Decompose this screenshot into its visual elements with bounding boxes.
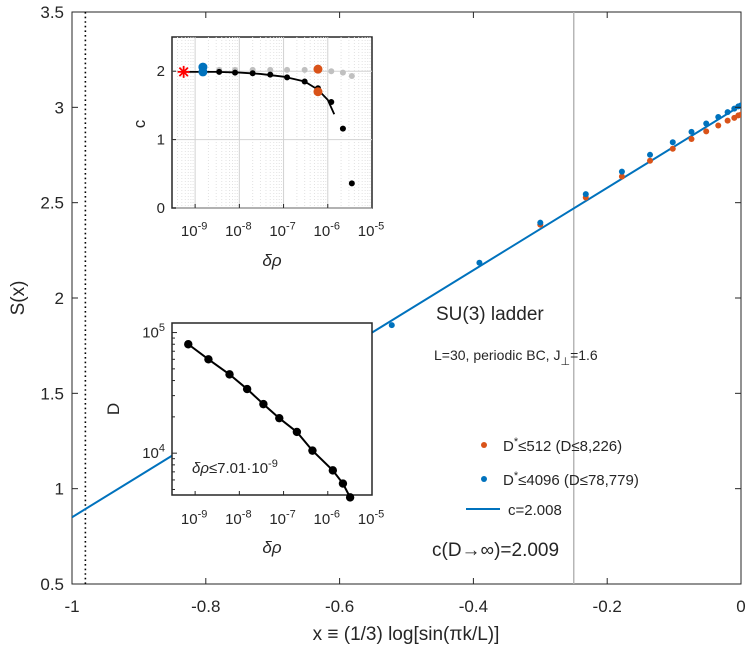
inset2-data-point: [225, 370, 234, 379]
inset1-data-point: [301, 78, 308, 85]
inset1-y-tick-label: 0: [157, 200, 165, 217]
inset1-data-point: [328, 98, 335, 105]
inset2-data-point: [275, 413, 284, 423]
legend-marker-blue: [481, 476, 487, 482]
data-point: [582, 191, 589, 198]
main-x-axis-label: x ≡ (1/3) log[sin(πk/L)]: [313, 624, 500, 645]
y-tick-label: 2: [55, 289, 64, 308]
data-point: [388, 322, 395, 329]
data-point: [724, 117, 731, 124]
inset1-data-point: [339, 69, 346, 76]
inset2-data-point: [328, 466, 338, 475]
inset1-data-point: [348, 72, 355, 79]
data-point: [703, 120, 710, 127]
inset2-x-tick-label: 10-5: [358, 508, 384, 528]
inset2-data-point: [259, 399, 268, 409]
inset1-data-point: [301, 66, 308, 73]
legend: D*≤512 (D≤8,226) D*≤4096 (D≤78,779) c=2.…: [466, 436, 639, 519]
legend-label-orange: D*≤512 (D≤8,226): [503, 436, 622, 455]
y-tick-label: 2.5: [40, 194, 64, 213]
inset1-data-point: [198, 67, 208, 77]
inset2-plot-area: [171, 322, 373, 496]
inset2-data-point: [338, 479, 348, 488]
data-point: [669, 139, 676, 146]
main-plot: -1 -0.8 -0.6 -0.4 -0.2 0 0.5 1 1.5 2 2.5 3 3.5 x ≡ …: [8, 3, 746, 645]
inset1-data-point: [216, 68, 223, 75]
inset2-data-point: [242, 384, 252, 394]
y-tick-label: 3: [55, 98, 64, 117]
main-y-axis-label: S(x): [8, 281, 29, 316]
extrapolated-c-annotation: c(D→∞)=2.009: [432, 540, 559, 561]
y-tick-label: 0.5: [40, 575, 64, 594]
inset1-data-point: [313, 64, 323, 74]
inset2-y-tick-label: 105: [142, 322, 165, 342]
inset1-x-axis-label: δρ: [262, 251, 281, 270]
inset2-x-tick-label: 10-9: [181, 508, 207, 528]
data-point: [715, 122, 722, 129]
legend-marker-orange: [481, 442, 487, 448]
legend-label-blue: D*≤4096 (D≤78,779): [503, 470, 639, 489]
inset1-data-point: [313, 87, 323, 97]
extrapolated-star-marker: [177, 65, 190, 78]
data-point: [738, 111, 741, 118]
inset1-data-point: [284, 66, 291, 73]
data-point: [647, 157, 654, 164]
y-tick-label: 1: [55, 480, 64, 499]
data-point: [476, 259, 483, 266]
data-point: [703, 128, 710, 135]
x-tick-label: -0.8: [191, 597, 220, 616]
inset1-y-tick-label: 2: [157, 63, 165, 80]
inset1-y-axis-label: c: [130, 119, 149, 128]
parameters-annotation: L=30, periodic BC, J⊥=1.6: [434, 347, 598, 368]
inset1-y-tick-label: 1: [157, 132, 165, 149]
inset1-data-point: [267, 66, 274, 73]
inset2-x-tick-label: 10-6: [314, 508, 340, 528]
data-point: [724, 109, 731, 116]
data-point: [618, 173, 625, 180]
data-point: [669, 145, 676, 152]
inset-c-vs-delta-rho: 10-9 10-8 10-7 10-6 10-5 0 1 2 δρ c: [130, 36, 384, 270]
inset1-x-tick-label: 10-6: [314, 220, 340, 240]
inset2-y-axis-label: D: [104, 403, 123, 415]
data-point: [715, 114, 722, 121]
x-tick-label: -0.6: [325, 597, 354, 616]
data-point: [537, 219, 544, 226]
inset1-x-tick-label: 10-9: [181, 220, 207, 240]
y-tick-label: 3.5: [40, 3, 64, 22]
inset1-x-tick-label: 10-7: [269, 220, 295, 240]
inset2-y-tick-label: 104: [142, 442, 165, 462]
inset1-data-point: [267, 71, 274, 78]
inset2-data-point: [204, 355, 213, 364]
inset1-x-tick-label: 10-8: [225, 220, 251, 240]
data-point: [647, 151, 654, 158]
inset2-x-axis-label: δρ: [262, 538, 281, 557]
inset1-data-point: [284, 74, 291, 81]
inset1-data-point: [232, 69, 239, 76]
y-tick-label: 1.5: [40, 384, 64, 403]
inset1-data-point: [348, 180, 355, 187]
inset2-data-point: [345, 493, 355, 502]
data-point: [688, 128, 695, 135]
inset2-x-tick-label: 10-7: [269, 508, 295, 528]
data-point: [618, 168, 625, 175]
inset2-data-point: [308, 446, 317, 455]
x-tick-label: 0: [736, 597, 745, 616]
legend-label-fit: c=2.008: [508, 502, 562, 519]
x-tick-label: -1: [64, 597, 79, 616]
inset1-x-tick-label: 10-5: [358, 220, 384, 240]
inset2-data-point: [292, 427, 302, 437]
x-tick-label: -0.4: [459, 597, 488, 616]
inset2-data-point: [184, 340, 193, 349]
inset1-plot-area: [171, 36, 373, 209]
inset1-data-point: [249, 70, 256, 77]
inset-D-vs-delta-rho: 10-9 10-8 10-7 10-6 10-5 104 105 δρ D δρ≤7.01…: [104, 322, 384, 557]
data-point: [688, 135, 695, 142]
inset1-data-point: [328, 68, 335, 75]
inset2-annotation: δρ≤7.01·10-9: [192, 458, 278, 477]
x-tick-label: -0.2: [593, 597, 622, 616]
inset1-data-point: [339, 125, 346, 132]
inset2-x-tick-label: 10-8: [225, 508, 251, 528]
system-annotation: SU(3) ladder: [436, 304, 544, 325]
